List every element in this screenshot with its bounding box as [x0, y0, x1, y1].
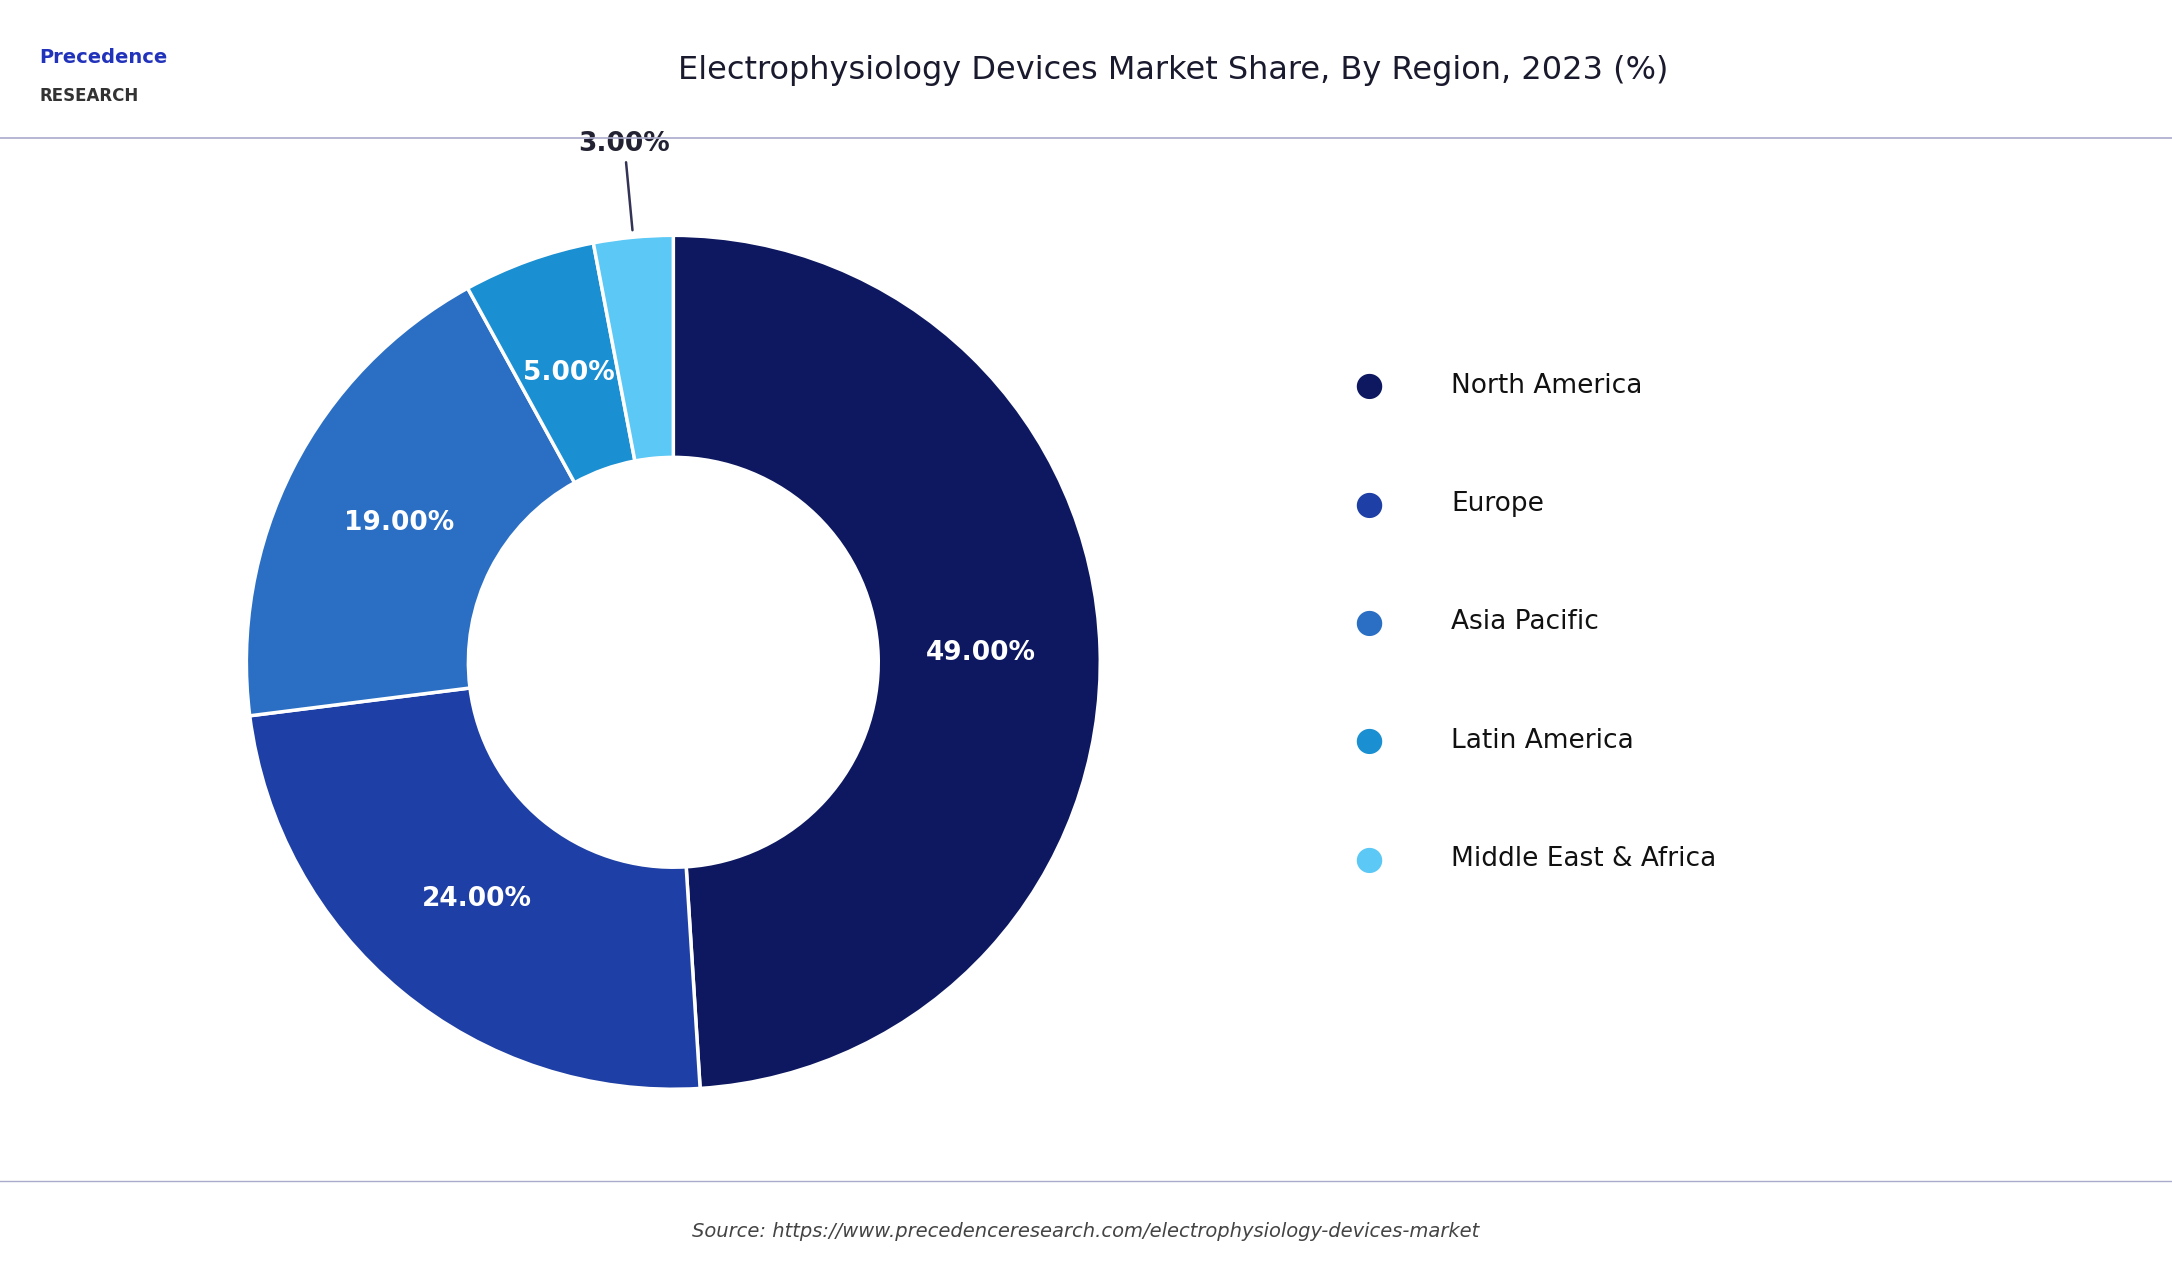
Text: North America: North America [1451, 373, 1642, 399]
Wedge shape [673, 235, 1101, 1088]
Text: Latin America: Latin America [1451, 728, 1633, 754]
Text: Europe: Europe [1451, 491, 1544, 517]
Text: RESEARCH: RESEARCH [39, 87, 139, 105]
Text: 5.00%: 5.00% [523, 360, 615, 386]
Text: ●: ● [1353, 369, 1384, 403]
Text: Precedence: Precedence [39, 49, 167, 67]
Wedge shape [250, 688, 699, 1089]
Wedge shape [593, 235, 673, 460]
Wedge shape [467, 243, 634, 482]
Text: Middle East & Africa: Middle East & Africa [1451, 846, 1716, 872]
Text: 24.00%: 24.00% [421, 886, 532, 912]
Text: 49.00%: 49.00% [925, 639, 1036, 666]
Text: Asia Pacific: Asia Pacific [1451, 610, 1599, 635]
Text: ●: ● [1353, 842, 1384, 876]
Wedge shape [245, 288, 576, 716]
Text: Source: https://www.precedenceresearch.com/electrophysiology-devices-market: Source: https://www.precedenceresearch.c… [693, 1223, 1479, 1241]
Text: ●: ● [1353, 606, 1384, 639]
Text: 3.00%: 3.00% [578, 131, 671, 230]
Text: 19.00%: 19.00% [345, 509, 454, 536]
Text: Electrophysiology Devices Market Share, By Region, 2023 (%): Electrophysiology Devices Market Share, … [678, 55, 1668, 86]
Text: ●: ● [1353, 487, 1384, 521]
Text: ●: ● [1353, 724, 1384, 757]
